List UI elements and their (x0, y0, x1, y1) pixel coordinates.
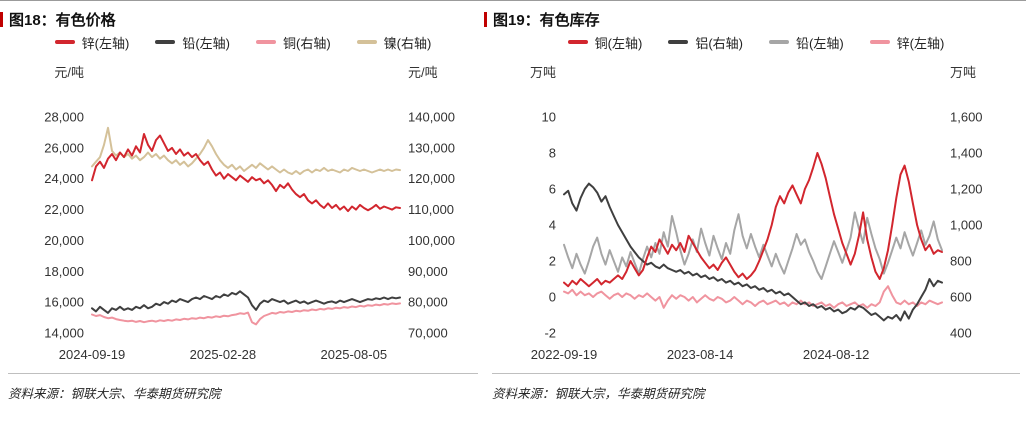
series-line-lead (563, 211, 943, 280)
legend-item-nickel: 镍(右轴) (356, 33, 432, 52)
lead-line-marker (769, 40, 789, 44)
series-line-copper (563, 152, 943, 288)
left-axis-tick-label: 0 (549, 290, 556, 305)
left-axis-tick-label: 18,000 (44, 264, 84, 279)
legend-label-nickel: 镍(右轴) (383, 35, 432, 51)
right-axis-tick-label: 130,000 (408, 140, 455, 155)
figure19-title-text: 图19：有色库存 (493, 11, 600, 29)
zinc-line-marker (54, 40, 75, 44)
legend-label-copper: 铜(右轴) (283, 35, 331, 51)
left-axis-tick-label: 26,000 (44, 140, 84, 155)
left-axis-tick-label: 22,000 (44, 202, 84, 217)
x-axis-tick-label: 2025-02-28 (190, 347, 257, 362)
figure19-legend: 铜(左轴) 铝(右轴) 铅(左轴) 锌(左轴) (492, 31, 1020, 53)
left-axis-tick-label: 16,000 (44, 295, 84, 310)
right-axis-tick-label: 800 (950, 254, 972, 269)
series-line-lead (91, 290, 401, 314)
legend-label-zinc: 锌(左轴) (896, 35, 945, 51)
right-axis-tick-label: 70,000 (408, 326, 448, 341)
nickel-line-marker (356, 40, 377, 44)
left-axis-tick-label: 8 (549, 146, 556, 161)
legend-label-lead: 铅(左轴) (182, 35, 230, 51)
left-axis-unit-label: 万吨 (530, 65, 556, 80)
title-accent-bar (0, 11, 3, 27)
lead-line-marker (155, 40, 176, 44)
legend-item-aluminum: 铝(右轴) (668, 33, 743, 52)
legend-item-lead: 铅(左轴) (155, 33, 230, 52)
x-axis-tick-label: 2023-08-14 (667, 347, 734, 362)
x-axis-tick-label: 2025-08-05 (321, 347, 388, 362)
figure18-panel: 图18：有色价格 锌(左轴) 铅(左轴) 铜(右轴) 镍(右轴) 元/吨 元/吨 2… (0, 1, 484, 425)
metal-prices-chart: 元/吨 元/吨 28,000 26,000 24,000 22,000 20,000 18,0… (44, 65, 455, 362)
series-line-nickel (91, 126, 401, 176)
right-axis-tick-label: 120,000 (408, 171, 455, 186)
legend-label-zinc: 锌(左轴) (81, 35, 130, 51)
figure19-source: 资料来源：钢联大宗，华泰期货研究院 (492, 373, 1020, 402)
copper-line-marker (567, 40, 588, 44)
right-axis-tick-label: 1,400 (950, 146, 983, 161)
left-axis-tick-label: 20,000 (44, 233, 84, 248)
legend-label-aluminum: 铝(右轴) (695, 35, 743, 51)
legend-item-zinc: 锌(左轴) (54, 33, 130, 52)
x-axis-tick-label: 2024-09-19 (59, 347, 126, 362)
right-axis-tick-label: 400 (950, 326, 972, 341)
figure19-panel: 图19：有色库存 铜(左轴) 铝(右轴) 铅(左轴) 锌(左轴) 万吨 万吨 10 8… (484, 1, 1026, 425)
legend-item-copper: 铜(右轴) (256, 33, 331, 52)
title-accent-bar (484, 11, 487, 27)
aluminum-line-marker (668, 40, 689, 44)
right-axis-unit-label: 元/吨 (408, 65, 438, 80)
right-axis-tick-label: 80,000 (408, 295, 448, 310)
right-axis-tick-label: 1,600 (950, 110, 983, 125)
legend-label-lead: 铅(左轴) (796, 35, 844, 51)
right-axis-tick-label: 600 (950, 290, 972, 305)
figure19-title: 图19：有色库存 (484, 7, 1020, 31)
figure18-source: 资料来源：钢联大宗、华泰期货研究院 (8, 373, 478, 402)
figure18-title-text: 图18：有色价格 (9, 11, 116, 29)
left-axis-unit-label: 元/吨 (54, 65, 84, 80)
metal-inventory-chart: 万吨 万吨 10 8 6 4 2 0 -2 1,600 1,400 1,200 1,000 800 600 4… (530, 65, 983, 362)
right-axis-unit-label: 万吨 (950, 65, 976, 80)
series-line-zinc (91, 133, 401, 213)
left-axis-tick-label: 6 (549, 182, 556, 197)
x-axis-tick-label: 2022-09-19 (531, 347, 598, 362)
zinc-line-marker (869, 40, 890, 44)
left-axis-tick-label: 24,000 (44, 171, 84, 186)
right-axis-tick-label: 110,000 (408, 202, 454, 217)
series-line-copper (91, 302, 401, 326)
left-axis-tick-label: 2 (549, 254, 556, 269)
right-axis-tick-label: 1,000 (950, 218, 983, 233)
legend-label-copper: 铜(左轴) (594, 35, 643, 51)
legend-item-zinc: 锌(左轴) (869, 33, 945, 52)
left-axis-tick-label: 10 (542, 110, 556, 125)
figure18-legend: 锌(左轴) 铅(左轴) 铜(右轴) 镍(右轴) (8, 31, 478, 53)
x-axis-tick-label: 2024-08-12 (803, 347, 870, 362)
legend-item-lead: 铅(左轴) (769, 33, 844, 52)
left-axis-tick-label: 4 (549, 218, 556, 233)
left-axis-tick-label: 28,000 (44, 110, 84, 125)
series-line-aluminum (563, 182, 943, 322)
right-axis-tick-label: 140,000 (408, 110, 455, 125)
right-axis-tick-label: 1,200 (950, 182, 983, 197)
legend-item-copper: 铜(左轴) (567, 33, 643, 52)
left-axis-tick-label: -2 (544, 326, 556, 341)
right-axis-tick-label: 90,000 (408, 264, 448, 279)
figure18-title: 图18：有色价格 (0, 7, 478, 31)
left-axis-tick-label: 14,000 (44, 326, 84, 341)
series-line-zinc (563, 285, 943, 309)
copper-line-marker (256, 40, 276, 44)
right-axis-tick-label: 100,000 (408, 233, 455, 248)
